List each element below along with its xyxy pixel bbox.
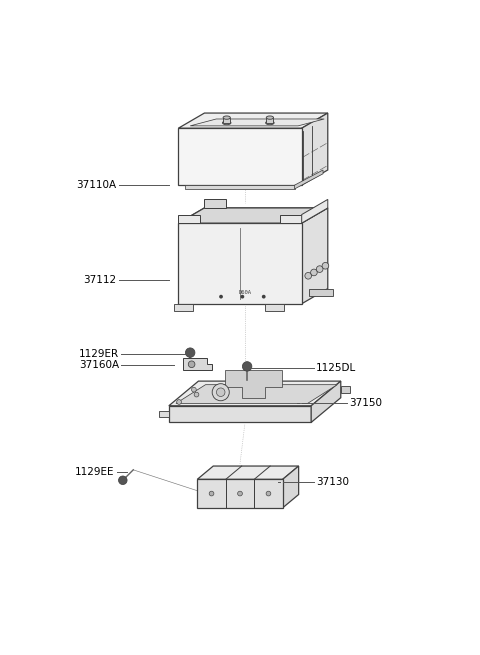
Ellipse shape xyxy=(266,116,274,119)
Circle shape xyxy=(242,362,252,371)
Circle shape xyxy=(266,491,271,496)
Circle shape xyxy=(216,388,225,396)
Polygon shape xyxy=(309,289,333,295)
Circle shape xyxy=(185,348,195,358)
Polygon shape xyxy=(179,208,328,223)
Polygon shape xyxy=(159,411,169,417)
Polygon shape xyxy=(179,113,328,128)
Polygon shape xyxy=(341,386,350,393)
Circle shape xyxy=(316,266,323,272)
Circle shape xyxy=(209,491,214,496)
Ellipse shape xyxy=(222,121,231,124)
Circle shape xyxy=(322,263,329,269)
Polygon shape xyxy=(176,384,337,403)
Polygon shape xyxy=(190,119,324,126)
Circle shape xyxy=(305,272,312,279)
Ellipse shape xyxy=(265,121,274,124)
Polygon shape xyxy=(183,358,212,370)
Circle shape xyxy=(262,295,265,299)
Polygon shape xyxy=(197,479,283,508)
Polygon shape xyxy=(264,304,284,311)
Polygon shape xyxy=(179,223,301,304)
Polygon shape xyxy=(295,170,323,189)
Text: 37112: 37112 xyxy=(84,275,117,285)
Polygon shape xyxy=(280,215,301,223)
Circle shape xyxy=(192,387,196,392)
Polygon shape xyxy=(283,466,299,508)
Text: 37160A: 37160A xyxy=(79,360,119,371)
Text: 1129EE: 1129EE xyxy=(75,467,114,477)
Polygon shape xyxy=(204,199,226,208)
Circle shape xyxy=(219,295,223,299)
Text: 37150: 37150 xyxy=(349,398,382,409)
Text: 37110A: 37110A xyxy=(76,180,117,190)
Polygon shape xyxy=(179,208,328,223)
Circle shape xyxy=(119,476,127,485)
Polygon shape xyxy=(301,208,328,304)
Polygon shape xyxy=(225,370,282,398)
Polygon shape xyxy=(185,185,295,189)
Polygon shape xyxy=(169,406,311,422)
Polygon shape xyxy=(179,215,200,223)
Text: D60A: D60A xyxy=(238,290,251,295)
Polygon shape xyxy=(311,381,341,422)
Polygon shape xyxy=(197,466,299,479)
Circle shape xyxy=(188,361,195,367)
Circle shape xyxy=(240,295,244,299)
Text: 1129ER: 1129ER xyxy=(79,348,119,358)
Polygon shape xyxy=(266,118,273,123)
Text: 37130: 37130 xyxy=(316,477,349,487)
Circle shape xyxy=(212,384,229,401)
Circle shape xyxy=(194,392,199,397)
Polygon shape xyxy=(223,118,230,123)
Text: 1125DL: 1125DL xyxy=(316,363,356,373)
Polygon shape xyxy=(301,113,328,185)
Circle shape xyxy=(311,269,317,276)
Polygon shape xyxy=(301,199,328,223)
Circle shape xyxy=(177,400,181,404)
Polygon shape xyxy=(169,381,341,406)
Ellipse shape xyxy=(223,116,230,119)
Polygon shape xyxy=(179,128,301,185)
Polygon shape xyxy=(174,304,192,311)
Circle shape xyxy=(238,491,242,496)
